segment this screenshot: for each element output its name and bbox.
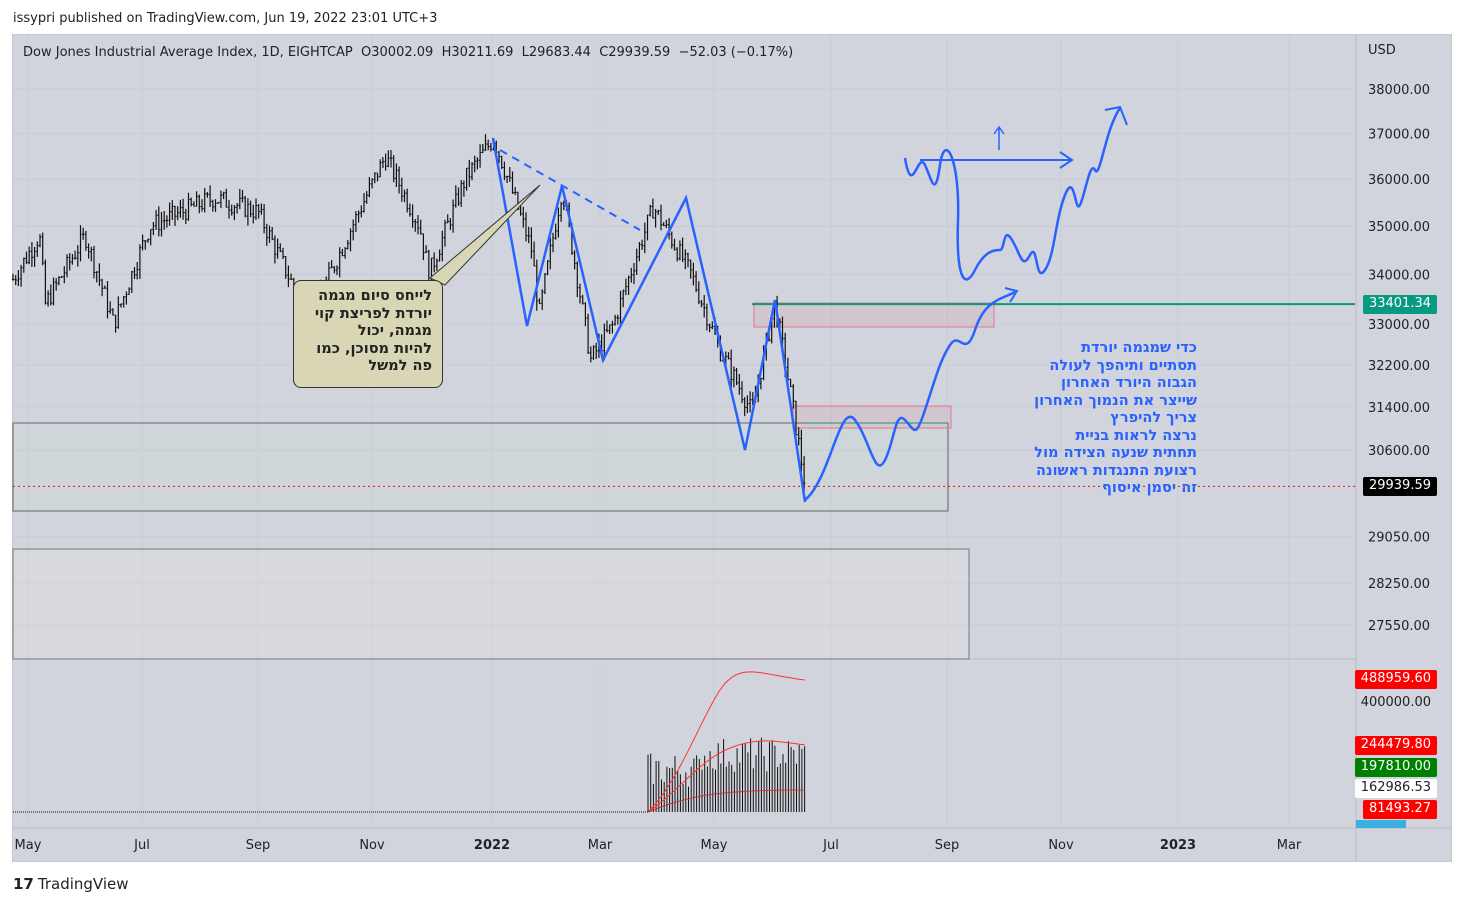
chart-frame[interactable]	[12, 34, 1452, 862]
high-value: H30211.69	[441, 45, 514, 60]
price-tick-label: 31400.00	[1368, 401, 1430, 416]
range-box	[12, 422, 949, 512]
callout-line: מגמה, יכול	[357, 323, 432, 339]
price-tick-label: 36000.00	[1368, 173, 1430, 188]
volume-tag: 197810.00	[1354, 758, 1437, 777]
time-tick-label: Sep	[935, 838, 960, 853]
brand-name: TradingView	[37, 875, 129, 893]
zigzag-drawing	[491, 137, 807, 503]
price-tick-label: 38000.00	[1368, 83, 1430, 98]
time-tick-label: 2022	[474, 838, 510, 853]
supply-zone	[792, 405, 952, 429]
price-tick-label: 28250.00	[1368, 577, 1430, 592]
time-tick-label: Mar	[588, 838, 613, 853]
publish-info: issypri published on TradingView.com, Ju…	[13, 11, 438, 26]
time-tick-label: 2023	[1160, 838, 1196, 853]
arrow-head-icon	[1004, 287, 1019, 303]
volume-tag: 488959.60	[1354, 670, 1437, 689]
volume-tag: 81493.27	[1362, 800, 1437, 819]
analysis-line: צריך להיפרץ	[1110, 410, 1197, 426]
time-tick-label: Nov	[1048, 838, 1074, 853]
arrow-head-icon	[1059, 151, 1074, 169]
callout-note[interactable]: לייחס סיום מגמה יורדת לפריצת קוי מגמה, י…	[293, 280, 443, 388]
resistance-price-tag: 33401.34	[1362, 295, 1437, 314]
volume-zero-tag	[1356, 820, 1406, 828]
last-price-tag: 29939.59	[1362, 477, 1437, 496]
projected-path	[804, 290, 1016, 501]
volume-ma-line	[647, 671, 806, 813]
time-tick-label: Mar	[1277, 838, 1302, 853]
time-tick-label: May	[701, 838, 728, 853]
price-tick-label: 32200.00	[1368, 359, 1430, 374]
time-tick-label: Nov	[359, 838, 385, 853]
tv-logo-icon: 𝟭𝟳	[13, 875, 34, 893]
callout-line: לייחס סיום מגמה	[318, 288, 432, 304]
price-tick-label: 37000.00	[1368, 128, 1430, 143]
time-tick-label: Sep	[246, 838, 271, 853]
analysis-line: הגבוה היורד האחרון	[1061, 375, 1197, 391]
price-tick-label: 34000.00	[1368, 268, 1430, 283]
low-value: L29683.44	[521, 45, 591, 60]
projected-path-upper	[903, 107, 1122, 281]
volume-tag: 244479.80	[1354, 736, 1437, 755]
analysis-text[interactable]: כדי שמגמה יורדת תסתיים ותיהפך לעולה הגבו…	[1017, 340, 1197, 498]
price-tick-label: 27550.00	[1368, 619, 1430, 634]
time-tick-label: Jul	[133, 838, 150, 853]
close-value: C29939.59	[599, 45, 671, 60]
supply-zone	[753, 302, 995, 328]
open-value: O30002.09	[361, 45, 434, 60]
currency-label: USD	[1368, 43, 1396, 58]
volume-ma-line	[647, 789, 806, 813]
change-value: −52.03 (−0.17%)	[678, 45, 794, 60]
volume-ma-line	[647, 740, 806, 813]
callout-line: יורדת לפריצת קוי	[314, 305, 432, 322]
price-tick-label: 35000.00	[1368, 220, 1430, 235]
analysis-line: נרצה לראות בניית	[1075, 427, 1197, 444]
callout-line: להיות מסוכן, כמו	[316, 340, 432, 357]
analysis-line: תחתית שנעה הצידה מול	[1034, 445, 1197, 461]
callout-pointer	[429, 184, 541, 286]
analysis-line: שייצר את הנמוך האחרון	[1034, 392, 1197, 409]
volume-tag: 162986.53	[1354, 779, 1437, 798]
symbol-legend: Dow Jones Industrial Average Index, 1D, …	[23, 45, 793, 60]
volume-axis-label: 400000.00	[1360, 695, 1431, 710]
analysis-line: רצועת התנגדות ראשונה	[1036, 462, 1197, 479]
range-box-lower	[12, 548, 970, 660]
price-tick-label: 33000.00	[1368, 318, 1430, 333]
price-tick-label: 30600.00	[1368, 444, 1430, 459]
arrow-head-icon	[1104, 105, 1128, 126]
callout-line: פה למשל	[368, 358, 432, 374]
up-arrow-icon	[993, 125, 1005, 135]
time-tick-label: Jul	[822, 838, 839, 853]
tradingview-logo[interactable]: 𝟭𝟳 TradingView	[13, 875, 129, 893]
analysis-line: זה יסמן איסוף	[1102, 480, 1197, 496]
time-tick-label: May	[15, 838, 42, 853]
price-tick-label: 29050.00	[1368, 531, 1430, 546]
analysis-line: תסתיים ותיהפך לעולה	[1049, 357, 1197, 374]
symbol-name: Dow Jones Industrial Average Index, 1D, …	[23, 45, 353, 60]
analysis-line: כדי שמגמה יורדת	[1081, 340, 1197, 356]
